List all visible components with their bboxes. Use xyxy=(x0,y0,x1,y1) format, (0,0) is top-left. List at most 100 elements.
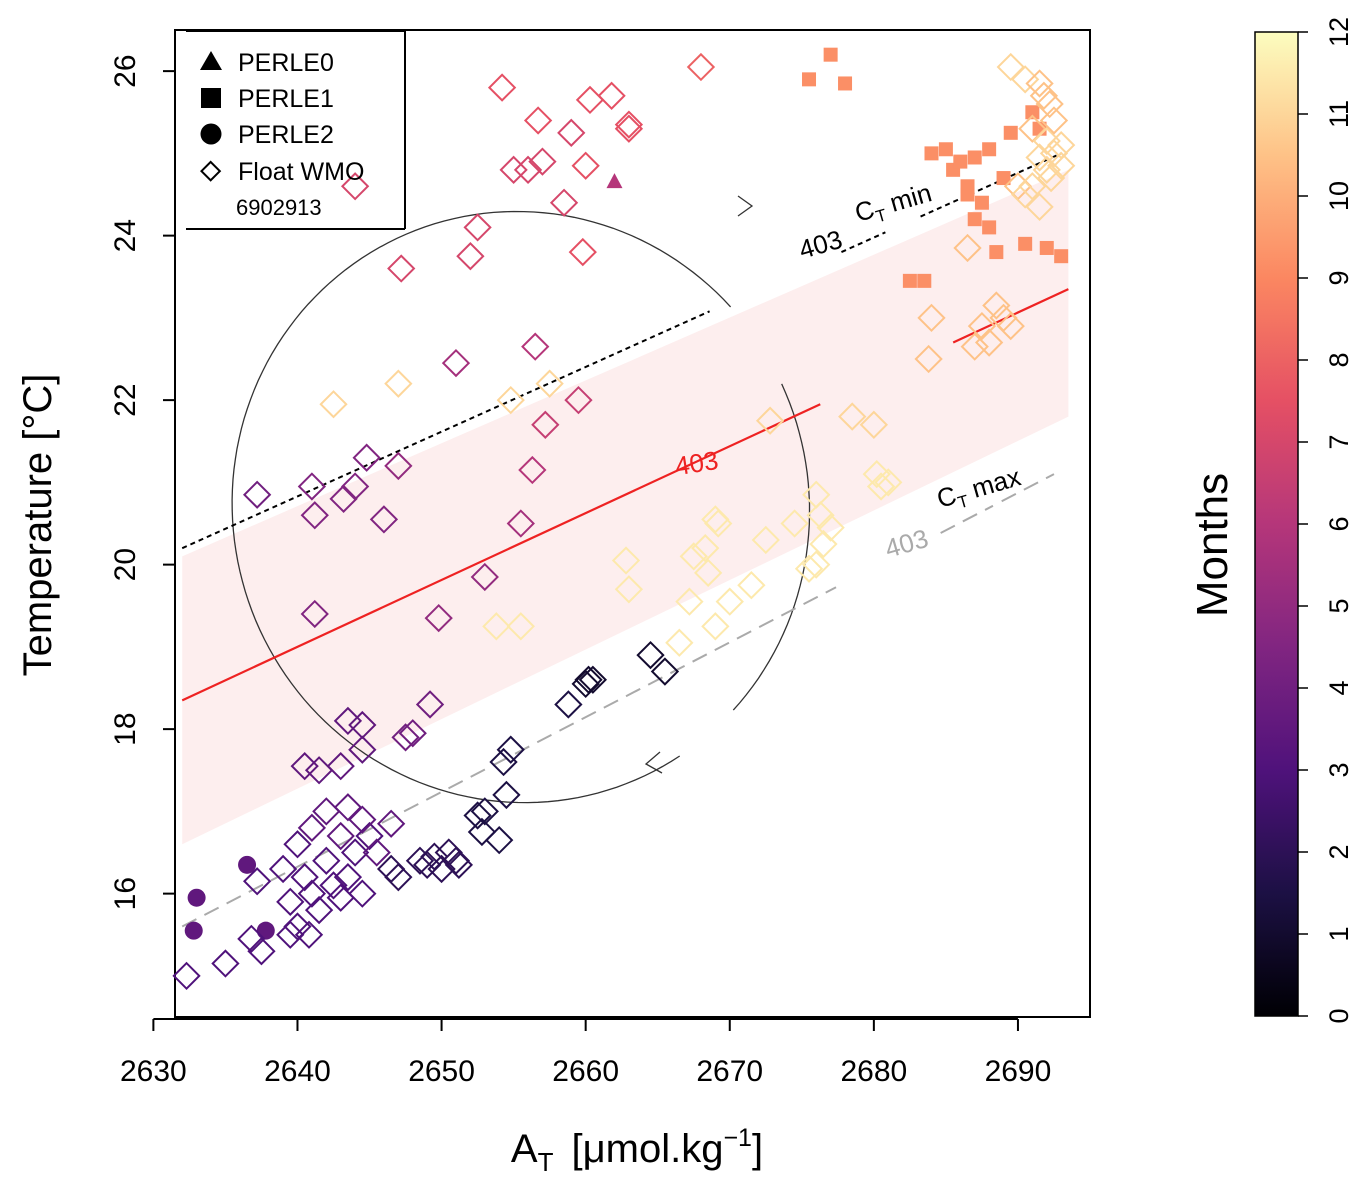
svg-text:AT[μmol.kg−1]: AT [μmol.kg−1] xyxy=(511,1124,763,1177)
diamond-point-13 xyxy=(306,897,331,922)
square-point-1 xyxy=(824,48,838,62)
legend-label-perle0: PERLE0 xyxy=(238,49,334,77)
diamond-point-38 xyxy=(386,864,411,889)
diamond-point-142 xyxy=(998,54,1023,79)
x-tick-label-0: 2630 xyxy=(120,1055,187,1088)
diamond-point-88 xyxy=(489,75,514,100)
square-point-3 xyxy=(903,274,917,288)
diamond-point-1 xyxy=(213,951,238,976)
diamond-point-87 xyxy=(525,108,550,133)
diamond-point-60 xyxy=(299,474,324,499)
square-point-13 xyxy=(975,196,989,210)
colorbar-tick-label-10: 10 xyxy=(1324,181,1354,211)
legend-label-float: Float WMO xyxy=(238,158,364,186)
x-title-unit: [μmol.kg xyxy=(571,1127,723,1171)
square-point-11 xyxy=(968,150,982,164)
colorbar-tick-label-11: 11 xyxy=(1324,100,1354,128)
square-point-22 xyxy=(1040,241,1054,255)
diamond-point-109 xyxy=(703,614,728,639)
diamond-point-110 xyxy=(717,589,742,614)
diamond-point-71 xyxy=(443,350,468,375)
diamond-point-48 xyxy=(486,827,511,852)
colorbar-tick-label-7: 7 xyxy=(1324,434,1354,449)
y-axis-title: Temperature [°C] xyxy=(16,374,60,677)
x-axis-title: AT [μmol.kg−1] xyxy=(511,1124,763,1177)
legend-float-id: 6902913 xyxy=(236,195,322,220)
diamond-point-102 xyxy=(667,630,692,655)
x-tick-label-3: 2660 xyxy=(552,1055,619,1088)
square-point-2 xyxy=(838,76,852,90)
square-point-6 xyxy=(939,142,953,156)
x-tick-label-4: 2670 xyxy=(696,1055,763,1088)
y-tick-label-0: 16 xyxy=(109,877,142,910)
diamond-point-0 xyxy=(174,963,199,988)
diamond-point-50 xyxy=(494,782,519,807)
square-point-18 xyxy=(1004,126,1018,140)
y-tick-label-2: 20 xyxy=(109,548,142,581)
diamond-point-80 xyxy=(501,157,526,182)
y-tick-label-1: 18 xyxy=(109,712,142,745)
square-point-23 xyxy=(1054,249,1068,263)
diamond-point-59 xyxy=(244,482,269,507)
diamond-point-79 xyxy=(465,215,490,240)
diamond-point-73 xyxy=(523,334,548,359)
legend: PERLE0 PERLE1 PERLE2 Float WMO 6902913 xyxy=(186,31,405,229)
diamond-point-83 xyxy=(551,190,576,215)
square-point-19 xyxy=(1018,237,1032,251)
diamond-point-143 xyxy=(1012,67,1037,92)
diamond-point-24 xyxy=(335,795,360,820)
diamond-point-77 xyxy=(389,256,414,281)
diamond-point-53 xyxy=(556,692,581,717)
square-point-10 xyxy=(961,188,975,202)
ct-max-rest: max xyxy=(961,461,1023,505)
circle-point-1 xyxy=(185,922,203,940)
y-tick-label-3: 22 xyxy=(109,383,142,416)
x-tick-label-1: 2640 xyxy=(264,1055,331,1088)
diamond-point-85 xyxy=(573,153,598,178)
circle-point-3 xyxy=(257,922,275,940)
legend-triangle-symbol xyxy=(200,51,222,70)
x-title-main: A xyxy=(511,1127,538,1171)
colorbar-tick-label-8: 8 xyxy=(1324,352,1354,367)
diamond-point-90 xyxy=(599,83,624,108)
ct-min-annotation: CT min xyxy=(851,177,936,231)
diamond-point-86 xyxy=(570,239,595,264)
x-tick-label-5: 2680 xyxy=(840,1055,907,1088)
square-point-12 xyxy=(968,212,982,226)
colorbar-tick-label-1: 1 xyxy=(1324,926,1354,941)
legend-diamond-symbol xyxy=(201,162,219,180)
colorbar-tick-label-5: 5 xyxy=(1324,598,1354,613)
ct-min-line-segment-1 xyxy=(841,232,885,252)
colorbar-tick-label-0: 0 xyxy=(1324,1008,1354,1023)
diamond-point-111 xyxy=(739,572,764,597)
y-tick-label-5: 26 xyxy=(109,54,142,87)
diamond-point-4 xyxy=(278,922,303,947)
legend-label-perle1: PERLE1 xyxy=(238,85,334,113)
colorbar-tick-label-4: 4 xyxy=(1324,680,1354,695)
square-point-14 xyxy=(982,142,996,156)
x-title-sub: T xyxy=(538,1147,554,1177)
cycle-arrow-head-top xyxy=(738,196,752,216)
diamond-point-84 xyxy=(559,120,584,145)
svg-text:CT min: CT min xyxy=(851,177,936,231)
square-point-16 xyxy=(989,245,1003,259)
diamond-point-27 xyxy=(378,811,403,836)
figure: 2630 2640 2650 2660 2670 2680 2690161820222426… xyxy=(0,0,1369,1183)
x-title-exp: −1 xyxy=(723,1124,752,1152)
cycle-arrow-head-bottom xyxy=(646,752,662,773)
triangle-point-0 xyxy=(606,173,622,188)
y-tick-label-4: 24 xyxy=(109,219,142,252)
legend-label-perle2: PERLE2 xyxy=(238,121,334,149)
diamond-point-93 xyxy=(688,54,713,79)
square-point-5 xyxy=(924,146,938,160)
diamond-point-64 xyxy=(354,445,379,470)
diamond-point-95 xyxy=(386,371,411,396)
ct-min-contour-label: 403 xyxy=(796,224,846,265)
colorbar-tick-label-6: 6 xyxy=(1324,516,1354,531)
circle-point-0 xyxy=(188,889,206,907)
colorbar-tick-label-2: 2 xyxy=(1324,844,1354,859)
colorbar-swatch xyxy=(1255,32,1298,1016)
x-title-close: ] xyxy=(752,1127,763,1171)
square-point-15 xyxy=(982,220,996,234)
colorbar-title: Months xyxy=(1188,473,1237,617)
